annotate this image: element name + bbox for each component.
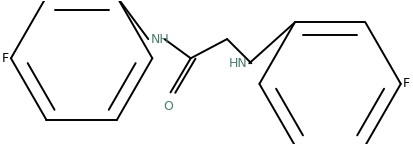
Text: O: O — [164, 100, 173, 113]
Text: F: F — [403, 77, 410, 90]
Text: NH: NH — [150, 33, 169, 46]
Text: HN: HN — [228, 57, 247, 70]
Text: F: F — [2, 52, 9, 65]
